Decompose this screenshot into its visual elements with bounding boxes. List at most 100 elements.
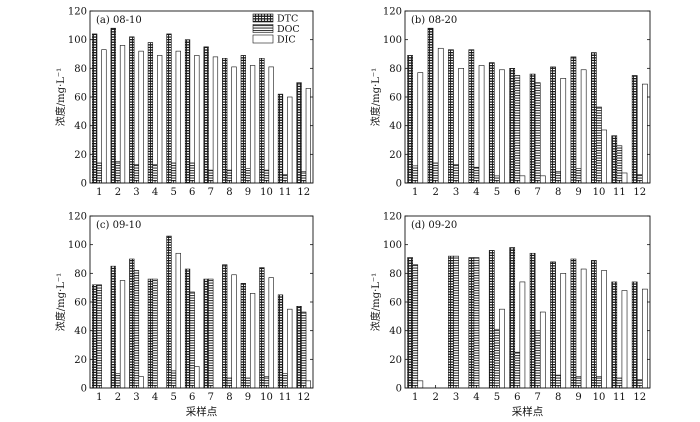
bar-dtc-3	[129, 36, 135, 184]
bar-dic-9	[580, 69, 587, 184]
y-tick-label: 20	[74, 150, 87, 161]
x-tick-label: 6	[514, 187, 520, 198]
legend-label-dic: DIC	[277, 35, 296, 46]
bar-dtc-1	[407, 257, 413, 389]
bar-dtc-12	[631, 281, 638, 389]
bar-doc-3	[133, 270, 140, 389]
y-tick-label: 120	[383, 7, 402, 18]
y-tick-label: 20	[389, 355, 402, 366]
bar-dic-5	[499, 69, 505, 184]
x-tick-label: 12	[297, 392, 310, 403]
x-tick-label: 7	[208, 392, 214, 403]
bar-dtc-2	[427, 27, 434, 184]
x-tick-label: 5	[494, 187, 500, 198]
x-tick-label: 7	[208, 187, 214, 198]
y-tick-label: 80	[74, 64, 87, 75]
x-tick-label: 7	[535, 187, 541, 198]
x-tick-label: 2	[432, 187, 438, 198]
bar-dtc-2	[110, 27, 116, 184]
bar-doc-1	[96, 284, 102, 389]
bar-dic-2	[119, 280, 126, 389]
x-tick-label: 11	[279, 392, 292, 403]
bar-dtc-3	[448, 255, 454, 389]
bar-dtc-8	[550, 66, 556, 184]
panel-title: (d) 09-20	[411, 220, 457, 231]
x-tick-label: 5	[494, 392, 500, 403]
bar-dtc-5	[166, 235, 172, 389]
bar-dic-9	[249, 65, 256, 184]
x-axis-label: 采样点	[186, 405, 218, 418]
x-tick-label: 4	[152, 187, 158, 198]
y-tick-label: 40	[74, 121, 87, 132]
x-tick-label: 6	[514, 392, 520, 403]
bar-dtc-10	[259, 267, 265, 389]
y-tick-label: 120	[68, 7, 87, 18]
legend-swatch-dtc	[252, 13, 274, 23]
bar-dtc-10	[259, 57, 265, 184]
y-tick-label: 0	[396, 384, 402, 395]
y-tick-label: 0	[81, 384, 87, 395]
bar-dic-11	[621, 290, 628, 389]
bar-doc-2	[115, 161, 121, 184]
bar-dic-3	[458, 68, 464, 184]
y-tick-label: 120	[68, 212, 87, 223]
x-axis-label: 采样点	[512, 405, 544, 418]
bar-dic-1	[417, 72, 424, 184]
bar-dtc-6	[509, 247, 516, 389]
x-tick-label: 12	[633, 187, 646, 198]
plot-frame	[404, 215, 651, 389]
plot-frame	[89, 10, 314, 184]
x-tick-label: 1	[96, 187, 102, 198]
x-tick-label: 3	[453, 392, 459, 403]
bar-doc-6	[189, 291, 195, 389]
x-tick-label: 11	[279, 187, 292, 198]
bar-dtc-2	[110, 265, 116, 389]
bar-dic-11	[287, 96, 293, 184]
legend-swatch-doc	[252, 24, 274, 33]
bar-dtc-4	[468, 49, 475, 184]
bar-dic-11	[621, 172, 628, 184]
x-tick-label: 10	[260, 392, 273, 403]
bar-dic-3	[138, 50, 144, 184]
bar-dic-10	[268, 277, 274, 389]
x-tick-label: 8	[226, 187, 232, 198]
x-tick-label: 5	[170, 187, 176, 198]
x-tick-label: 3	[133, 187, 139, 198]
bar-dic-7	[539, 311, 546, 389]
bar-dic-7	[212, 56, 219, 184]
bar-dic-9	[580, 268, 587, 389]
bar-dtc-1	[92, 33, 98, 184]
bar-dic-2	[437, 47, 444, 184]
bar-doc-4	[152, 278, 158, 389]
bar-dtc-9	[240, 283, 246, 389]
x-tick-label: 4	[152, 392, 158, 403]
bar-dtc-7	[203, 46, 209, 184]
y-tick-label: 80	[389, 64, 402, 75]
bar-dtc-5	[488, 62, 495, 184]
bar-dic-12	[305, 88, 311, 184]
bar-dtc-5	[166, 33, 172, 184]
bar-dtc-11	[611, 281, 618, 389]
bar-dtc-4	[468, 257, 475, 389]
bar-dtc-7	[203, 278, 209, 389]
bar-dtc-1	[407, 55, 413, 184]
x-tick-label: 8	[226, 392, 232, 403]
bar-dic-5	[175, 50, 181, 184]
y-tick-label: 20	[389, 150, 402, 161]
bar-dic-12	[642, 83, 648, 184]
bar-dtc-6	[509, 68, 516, 184]
y-axis-label: 浓度/mg·L⁻¹	[369, 68, 382, 126]
y-axis-label: 浓度/mg·L⁻¹	[54, 68, 67, 126]
bar-dtc-5	[488, 250, 495, 389]
bar-dic-7	[539, 175, 546, 184]
x-tick-label: 12	[633, 392, 646, 403]
x-tick-label: 12	[297, 187, 310, 198]
y-tick-label: 80	[74, 269, 87, 280]
bar-dtc-8	[222, 57, 228, 184]
bar-dic-11	[287, 308, 293, 389]
bar-doc-5	[171, 162, 177, 184]
bar-dic-3	[138, 376, 144, 389]
